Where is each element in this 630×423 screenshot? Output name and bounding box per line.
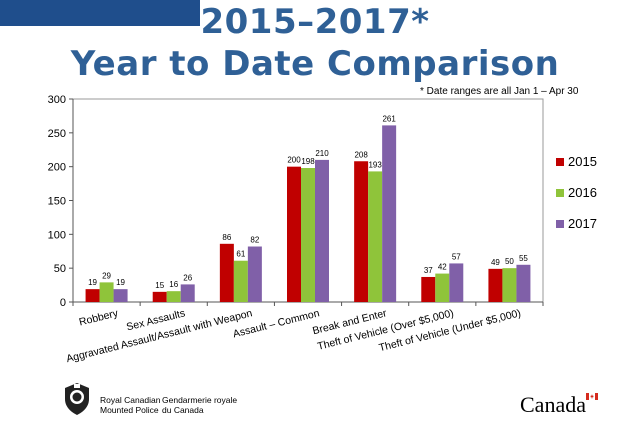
bar-2015: [152, 291, 167, 302]
bar-value-label: 29: [102, 271, 111, 280]
bar-value-label: 82: [250, 236, 259, 245]
legend-label: 2016: [568, 185, 597, 200]
x-category-label: Robbery: [78, 307, 120, 328]
org-name-fr: Gendarmerie royale du Canada: [162, 395, 237, 415]
org-name-en-line2: Mounted Police: [100, 405, 159, 415]
bar-2017: [449, 263, 464, 302]
y-tick-label: 200: [48, 162, 66, 174]
bar-value-label: 19: [88, 278, 97, 287]
legend-swatch: [556, 219, 564, 228]
bar-2016: [502, 268, 517, 302]
bar-value-label: 16: [169, 280, 178, 289]
org-name-fr-line2: du Canada: [162, 405, 204, 415]
canada-flag-icon: [586, 393, 598, 400]
bar-value-label: 200: [287, 156, 301, 165]
rcmp-crest-icon: [65, 383, 89, 415]
bar-value-label: 198: [301, 157, 315, 166]
bar-value-label: 37: [424, 266, 433, 275]
legend-label: 2017: [568, 216, 597, 231]
bar-value-label: 50: [505, 257, 514, 266]
bar-2016: [99, 282, 114, 302]
bar-2017: [382, 125, 397, 302]
org-name-fr-line1: Gendarmerie royale: [162, 395, 238, 405]
bar-value-label: 15: [155, 281, 164, 290]
top-color-band: [0, 0, 200, 26]
bar-value-label: 57: [452, 252, 461, 261]
y-tick-label: 150: [48, 196, 66, 208]
bar-2017: [247, 246, 262, 302]
bar-2016: [435, 273, 450, 302]
y-tick-label: 0: [60, 297, 66, 309]
legend-item-2015: 2015: [556, 146, 597, 177]
y-tick-label: 250: [48, 128, 66, 140]
bar-value-label: 193: [368, 160, 382, 169]
bar-2017: [315, 159, 329, 302]
bar-value-label: 208: [354, 150, 368, 159]
bar-2016: [368, 171, 383, 302]
bar-2017: [180, 284, 195, 302]
bar-value-label: 261: [382, 114, 396, 123]
bar-value-label: 86: [222, 233, 231, 242]
bar-value-label: 55: [519, 254, 528, 263]
bar-2016: [233, 260, 248, 302]
bar-2015: [488, 268, 503, 302]
page-title: 2015–2017*: [200, 2, 430, 42]
bar-2016: [301, 168, 315, 302]
bar-value-label: 19: [116, 278, 125, 287]
chart-legend: 2015 2016 2017: [556, 146, 597, 239]
canada-wordmark: Canada: [520, 392, 586, 417]
legend-swatch: [556, 188, 564, 197]
y-tick-label: 50: [54, 263, 66, 275]
bar-value-label: 26: [183, 273, 192, 282]
legend-item-2017: 2017: [556, 208, 597, 239]
bar-2017: [113, 289, 128, 302]
page-subtitle: Year to Date Comparison: [70, 44, 560, 84]
bar-2015: [421, 276, 436, 302]
y-tick-label: 300: [48, 94, 66, 106]
bar-value-label: 61: [236, 250, 245, 259]
legend-item-2016: 2016: [556, 177, 597, 208]
bar-2016: [166, 291, 181, 302]
bar-value-label: 49: [491, 258, 500, 267]
bar-2015: [85, 289, 100, 302]
bar-2017: [516, 264, 531, 302]
bar-2015: [219, 243, 234, 302]
org-name-en-line1: Royal Canadian: [100, 395, 161, 405]
bar-value-label: 42: [438, 263, 447, 272]
legend-label: 2015: [568, 154, 597, 169]
date-range-note: * Date ranges are all Jan 1 – Apr 30: [420, 86, 579, 97]
legend-swatch: [556, 157, 564, 166]
bar-2015: [287, 166, 301, 302]
bar-2015: [354, 161, 369, 302]
org-name-en: Royal Canadian Mounted Police: [100, 395, 160, 415]
bar-value-label: 210: [315, 149, 329, 158]
y-tick-label: 100: [48, 229, 66, 241]
